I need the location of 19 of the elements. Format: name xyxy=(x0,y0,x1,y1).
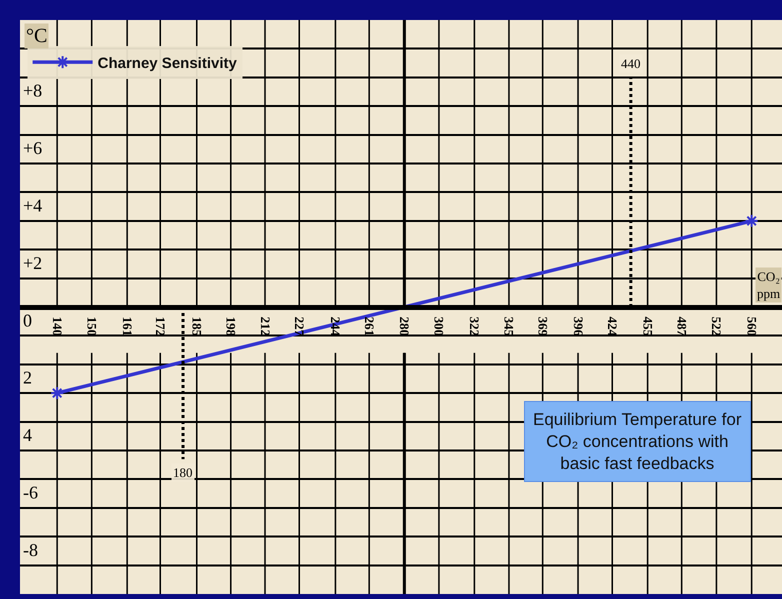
annotation: 180 xyxy=(173,465,192,480)
y-tick-label: -6 xyxy=(23,482,38,502)
y-tick-label: 4 xyxy=(23,425,32,446)
y-tick-label: -8 xyxy=(23,540,38,560)
y-tick-label: +2 xyxy=(23,252,42,273)
annotation: Equilibrium Temperature for CO₂ concentrations with basic fast feedbacks xyxy=(533,410,742,474)
x-tick-label: 161 xyxy=(120,316,135,336)
y-tick-label: +4 xyxy=(23,196,42,216)
y-tick-label: +8 xyxy=(23,80,42,101)
annotation: 440 xyxy=(621,56,640,71)
y-tick-label: 0 xyxy=(23,310,32,330)
y-tick-label: +6 xyxy=(23,138,42,158)
x-tick-label: 227 xyxy=(292,316,308,337)
legend-label: Charney Sensitivity xyxy=(98,54,238,72)
x-tick-label: 487 xyxy=(674,316,690,337)
y-axis-title: °C xyxy=(26,25,48,47)
y-tick-label: 2 xyxy=(23,368,32,388)
x-axis-title: CO₂ ppm xyxy=(757,269,780,301)
x-tick-label: 261 xyxy=(362,316,377,336)
